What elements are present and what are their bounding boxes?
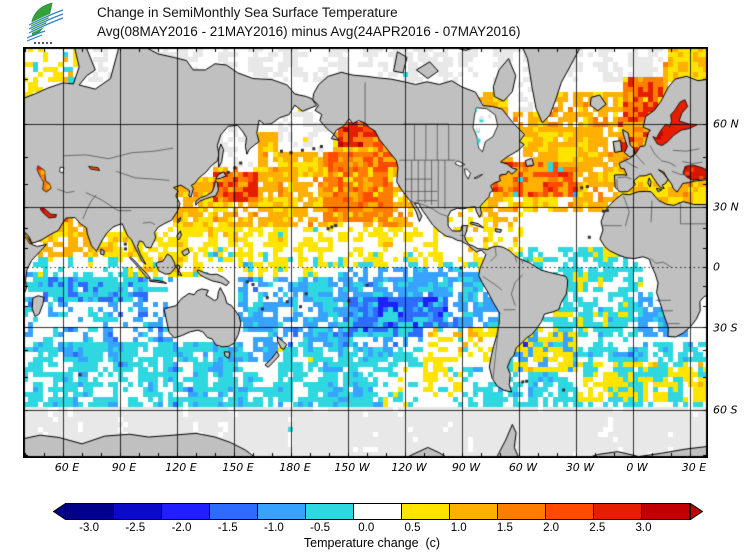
colorbar-segment-2.0 — [545, 503, 594, 520]
lon-label-60e: 60 E — [54, 461, 80, 474]
colorbar-segment-1.5 — [497, 503, 546, 520]
colorbar-tick-0.0: 0.0 — [358, 522, 375, 534]
colorbar-tick-3.0: 3.0 — [635, 522, 652, 534]
plot-title-line1: Change in SemiMonthly Sea Surface Temper… — [97, 5, 398, 20]
lon-label-150w: 150 W — [334, 461, 370, 474]
colorbar-tick--2.5: -2.5 — [125, 522, 146, 534]
lat-label-60s: 60 S — [713, 403, 738, 417]
colorbar-segment-1.0 — [449, 503, 498, 520]
colorbar-segment-0.0 — [353, 503, 402, 520]
lon-label-0w: 0 W — [626, 461, 648, 474]
colorbar-segment--0.5 — [305, 503, 354, 520]
colorbar-tick--3.0: -3.0 — [79, 522, 100, 534]
grads-cola-leaf-logo — [26, 1, 65, 45]
plot-title-line2: Avg(08MAY2016 - 21MAY2016) minus Avg(24A… — [97, 24, 521, 39]
colorbar-tick-0.5: 0.5 — [404, 522, 421, 534]
colorbar-segment--3.0 — [65, 503, 114, 520]
lon-label-30w: 30 W — [565, 461, 595, 474]
colorbar-tick-1.0: 1.0 — [450, 522, 467, 534]
colorbar-segment-0.5 — [401, 503, 450, 520]
colorbar-tick--1.5: -1.5 — [217, 522, 238, 534]
lon-label-180e: 180 E — [279, 461, 311, 474]
lat-label-30n: 30 N — [713, 200, 739, 214]
colorbar-tick-2.5: 2.5 — [589, 522, 606, 534]
leaf-logo-svg — [26, 2, 64, 44]
colorbar-segment--2.5 — [113, 503, 162, 520]
lon-label-150e: 150 E — [222, 461, 254, 474]
world-map-canvas — [23, 47, 708, 458]
colorbar-tick--0.5: -0.5 — [310, 522, 331, 534]
lon-label-90w: 90 W — [451, 461, 481, 474]
colorbar-segment-3.0 — [641, 503, 690, 520]
lon-label-120e: 120 E — [165, 461, 197, 474]
colorbar-segment--1.5 — [209, 503, 258, 520]
colorbar-segment-2.5 — [593, 503, 642, 520]
colorbar-tick-2.0: 2.0 — [543, 522, 560, 534]
lon-label-30e: 30 E — [681, 461, 707, 474]
colorbar-tick--2.0: -2.0 — [171, 522, 192, 534]
colorbar-caption: Temperature change (c) — [303, 536, 441, 550]
wave-lines — [26, 9, 64, 42]
colorbar-tick-1.5: 1.5 — [496, 522, 513, 534]
colorbar — [53, 503, 703, 520]
colorbar-right-arrow — [690, 503, 703, 520]
map-frame — [23, 47, 708, 458]
logo-microtext — [34, 42, 52, 44]
lat-label-0: 0 — [713, 260, 720, 274]
lon-label-120w: 120 W — [391, 461, 427, 474]
lon-label-90e: 90 E — [111, 461, 137, 474]
plot-title-block: Change in SemiMonthly Sea Surface Temper… — [97, 3, 521, 41]
colorbar-segment--1.0 — [257, 503, 306, 520]
colorbar-tick--1.0: -1.0 — [263, 522, 284, 534]
lon-label-60w: 60 W — [508, 461, 538, 474]
lat-label-60n: 60 N — [713, 117, 739, 131]
lat-label-30s: 30 S — [713, 321, 738, 335]
colorbar-segment--2.0 — [161, 503, 210, 520]
